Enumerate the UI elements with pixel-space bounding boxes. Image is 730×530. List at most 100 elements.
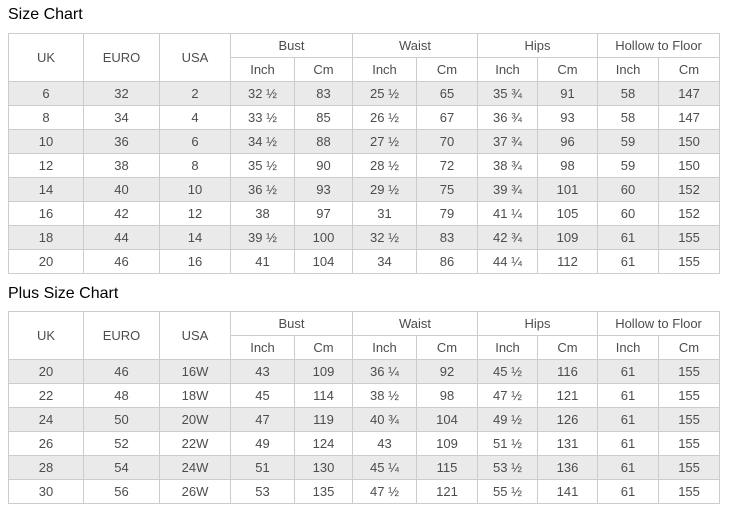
table-cell: 43 (352, 431, 418, 456)
table-cell: 155 (658, 359, 721, 384)
table-cell: 98 (416, 383, 479, 408)
unit-header-bust-inch: Inch (230, 335, 295, 360)
col-header-usa: USA (159, 33, 231, 82)
table-cell: 46 (83, 359, 160, 384)
table-cell: 22W (159, 431, 231, 456)
table-cell: 29 ½ (352, 177, 418, 202)
table-cell: 109 (293, 359, 354, 384)
table-cell: 67 (416, 105, 479, 130)
table-cell: 20 (8, 249, 84, 274)
table-cell: 14 (8, 177, 84, 202)
table-cell: 100 (293, 225, 354, 250)
table-cell: 155 (658, 455, 721, 480)
table-cell: 18 (8, 225, 84, 250)
table-cell: 124 (293, 431, 354, 456)
table-cell: 38 ¾ (477, 153, 539, 178)
table-cell: 6 (8, 81, 84, 106)
col-group-hips: Hips (477, 311, 599, 336)
table-cell: 155 (658, 407, 721, 432)
table-cell: 83 (293, 81, 354, 106)
header-row-units: Inch Cm Inch Cm Inch Cm Inch Cm (9, 57, 721, 82)
header-row-groups: UK EURO USA Bust Waist Hips Hollow to Floor (8, 33, 721, 82)
table-cell: 56 (83, 479, 160, 504)
table-cell: 30 (8, 479, 84, 504)
table-cell: 8 (159, 153, 231, 178)
table-cell: 85 (293, 105, 354, 130)
unit-header-waist-cm: Cm (416, 335, 479, 360)
table-cell: 147 (658, 81, 721, 106)
table-cell: 26 (8, 431, 84, 456)
table-cell: 97 (293, 201, 354, 226)
table-cell: 115 (416, 455, 479, 480)
unit-header-hips-inch: Inch (477, 335, 539, 360)
table-cell: 45 ½ (477, 359, 539, 384)
table-cell: 48 (83, 383, 160, 408)
table-row: 10 36 6 34 ½ 88 27 ½ 70 37 ¾ 96 59 150 (8, 129, 721, 154)
table-cell: 79 (416, 201, 479, 226)
table-cell: 43 (230, 359, 295, 384)
table-cell: 41 (230, 249, 295, 274)
table-cell: 47 (230, 407, 295, 432)
col-group-waist: Waist (352, 33, 479, 58)
table-cell: 12 (159, 201, 231, 226)
table-row: 28 54 24W 51 130 45 ¼ 115 53 ½ 136 61 155 (8, 455, 721, 480)
table-cell: 126 (537, 407, 599, 432)
col-group-bust: Bust (229, 311, 354, 336)
table-cell: 155 (658, 225, 721, 250)
table-cell: 16 (159, 249, 231, 274)
table-cell: 39 ¾ (477, 177, 539, 202)
table-cell: 61 (597, 479, 660, 504)
table-cell: 155 (658, 479, 721, 504)
table-cell: 75 (416, 177, 479, 202)
col-group-bust: Bust (229, 33, 354, 58)
table-cell: 42 ¾ (477, 225, 539, 250)
table-cell: 61 (597, 249, 660, 274)
table-cell: 28 ½ (352, 153, 418, 178)
table-cell: 47 ½ (477, 383, 539, 408)
table-cell: 54 (83, 455, 160, 480)
table-cell: 49 (230, 431, 295, 456)
table-cell: 24W (159, 455, 231, 480)
table-cell: 14 (159, 225, 231, 250)
col-header-usa: USA (159, 311, 231, 360)
table-cell: 114 (293, 383, 354, 408)
table-cell: 34 (83, 105, 160, 130)
table-cell: 31 (352, 201, 418, 226)
table-cell: 45 (230, 383, 295, 408)
table-cell: 44 (83, 225, 160, 250)
unit-header-hollow-to-floor-cm: Cm (658, 335, 721, 360)
table-cell: 42 (83, 201, 160, 226)
table-cell: 60 (597, 201, 660, 226)
table-cell: 86 (416, 249, 479, 274)
table-row: 12 38 8 35 ½ 90 28 ½ 72 38 ¾ 98 59 150 (8, 153, 721, 178)
table-cell: 52 (83, 431, 160, 456)
unit-header-waist-inch: Inch (352, 57, 418, 82)
table-cell: 46 (83, 249, 160, 274)
table-cell: 50 (83, 407, 160, 432)
table-cell: 27 ½ (352, 129, 418, 154)
table-cell: 34 (352, 249, 418, 274)
table-row: 22 48 18W 45 114 38 ½ 98 47 ½ 121 61 155 (8, 383, 721, 408)
table-cell: 155 (658, 383, 721, 408)
table-cell: 37 ¾ (477, 129, 539, 154)
table-row: 20 46 16 41 104 34 86 44 ¼ 112 61 155 (8, 249, 721, 274)
col-header-uk: UK (8, 311, 84, 360)
table-cell: 121 (537, 383, 599, 408)
table-cell: 109 (416, 431, 479, 456)
table-cell: 34 ½ (230, 129, 295, 154)
col-group-hips: Hips (477, 33, 599, 58)
table-cell: 44 ¼ (477, 249, 539, 274)
table-cell: 61 (597, 455, 660, 480)
table-cell: 150 (658, 153, 721, 178)
table-cell: 90 (293, 153, 354, 178)
table-cell: 8 (8, 105, 84, 130)
header-row-groups: UK EURO USA Bust Waist Hips Hollow to Floor (8, 311, 721, 360)
table-cell: 38 (230, 201, 295, 226)
table-cell: 20 (8, 359, 84, 384)
table-cell: 131 (537, 431, 599, 456)
col-header-uk: UK (8, 33, 84, 82)
table-cell: 22 (8, 383, 84, 408)
table-cell: 60 (597, 177, 660, 202)
table-cell: 2 (159, 81, 231, 106)
table-cell: 51 (230, 455, 295, 480)
